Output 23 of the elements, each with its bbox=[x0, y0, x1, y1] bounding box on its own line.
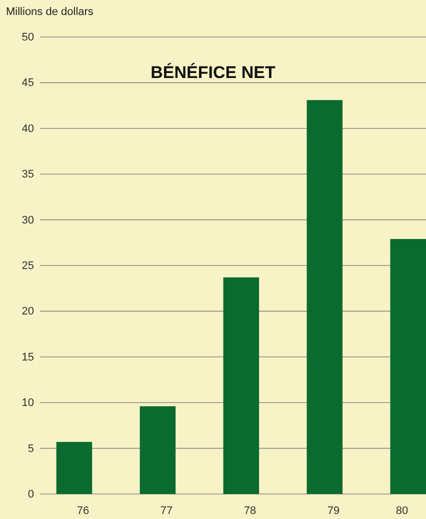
y-tick-label: 45 bbox=[22, 77, 34, 90]
bar bbox=[223, 277, 260, 494]
x-tick-label: 80 bbox=[396, 504, 408, 517]
y-tick-label: 10 bbox=[22, 397, 34, 410]
text: BÉNÉFICE NET bbox=[150, 62, 276, 82]
bar bbox=[306, 100, 343, 494]
x-tick-label: 76 bbox=[76, 504, 90, 517]
x-tick-label: 77 bbox=[160, 504, 173, 517]
y-tick-label: 0 bbox=[28, 488, 34, 501]
y-tick-label: 50 bbox=[22, 32, 34, 44]
y-tick-label: 20 bbox=[22, 306, 34, 318]
y-tick-label: 15 bbox=[22, 351, 34, 364]
y-tick-label: 40 bbox=[22, 122, 34, 135]
bar bbox=[390, 238, 426, 494]
y-tick-label: 25 bbox=[22, 260, 34, 272]
y-tick-label: 5 bbox=[28, 442, 34, 455]
x-tick-label: 79 bbox=[327, 504, 340, 517]
bar bbox=[56, 442, 92, 494]
x-tick-label: 78 bbox=[244, 504, 256, 517]
y-axis-title: Millions de dollars bbox=[6, 6, 94, 18]
y-tick-label: 30 bbox=[22, 214, 34, 226]
bar bbox=[140, 406, 176, 494]
y-tick-label: 35 bbox=[22, 168, 34, 181]
